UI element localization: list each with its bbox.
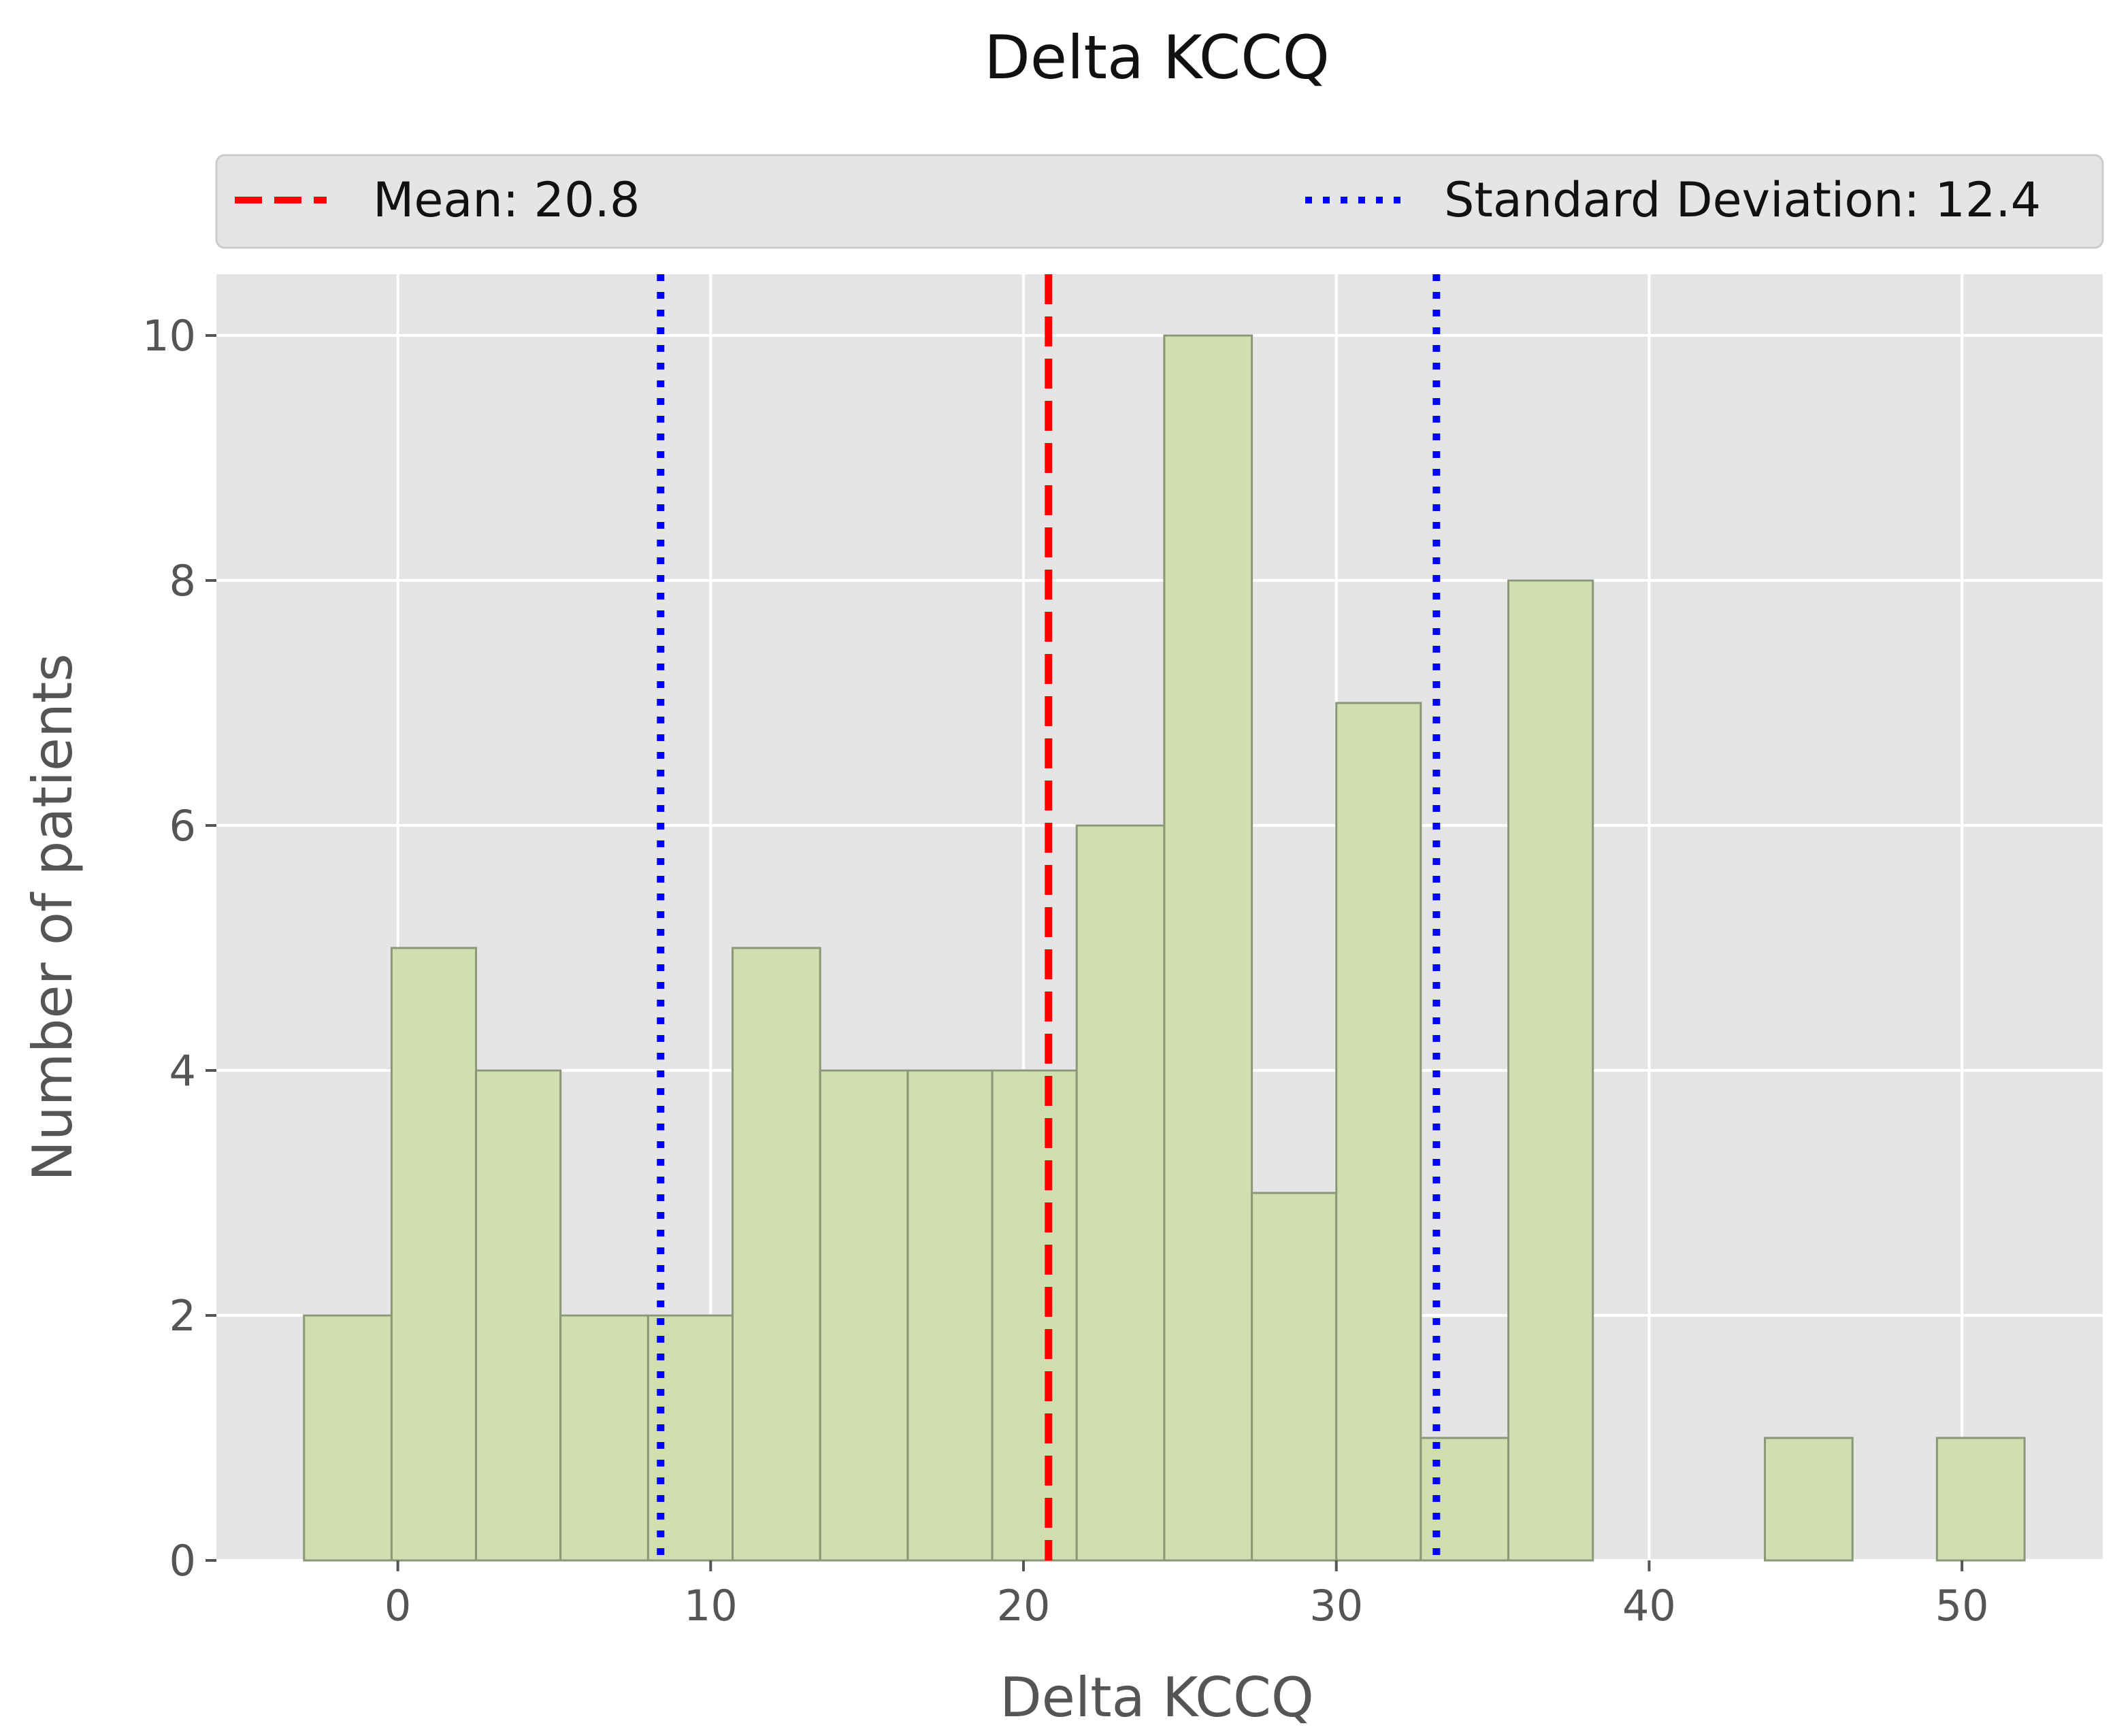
legend-box	[215, 154, 2104, 249]
legend: Mean: 20.8 Standard Deviation: 12.4	[215, 154, 2104, 249]
histogram-bar	[646, 1314, 734, 1562]
x-tick-label: 20	[997, 1581, 1051, 1631]
histogram-bar	[559, 1314, 649, 1562]
x-tick-label: 40	[1622, 1581, 1676, 1631]
reference-lines	[657, 274, 1441, 1560]
y-tick-label: 2	[169, 1291, 196, 1341]
legend-mean-label: Mean: 20.8	[373, 172, 640, 228]
histogram-bar	[906, 1069, 994, 1562]
y-tick-label: 4	[169, 1046, 196, 1096]
histogram-bar	[1764, 1437, 1854, 1562]
histogram-bar	[475, 1069, 562, 1562]
y-tick-label: 6	[169, 801, 196, 851]
x-axis: 0 10 20 30 40 50	[384, 1560, 1989, 1631]
histogram-bar	[1935, 1437, 2026, 1562]
histogram-bar	[732, 947, 821, 1562]
histogram-bar	[1507, 579, 1594, 1562]
y-tick-label: 10	[142, 311, 196, 361]
x-tick-label: 10	[684, 1581, 738, 1631]
y-tick-label: 8	[169, 556, 196, 606]
legend-sd-label: Standard Deviation: 12.4	[1444, 172, 2041, 228]
x-axis-label: Delta KCCQ	[1000, 1666, 1314, 1729]
y-axis: 0 2 4 6 8 10	[142, 311, 216, 1586]
x-tick-label: 0	[384, 1581, 411, 1631]
x-tick-label: 30	[1309, 1581, 1363, 1631]
histogram-bar	[1163, 334, 1253, 1562]
histogram-bar	[1251, 1192, 1338, 1562]
histogram-bar	[819, 1069, 909, 1562]
bars	[303, 334, 2026, 1562]
histogram-bar	[1075, 824, 1166, 1562]
histogram-bar	[390, 947, 478, 1562]
y-tick-label: 0	[169, 1536, 196, 1586]
histogram-bar	[991, 1069, 1078, 1562]
chart-title: Delta KCCQ	[984, 22, 1330, 93]
y-axis-label: Number of patients	[21, 653, 84, 1181]
x-tick-label: 50	[1935, 1581, 1989, 1631]
histogram-bar	[1335, 702, 1422, 1562]
histogram-bar	[303, 1314, 393, 1562]
